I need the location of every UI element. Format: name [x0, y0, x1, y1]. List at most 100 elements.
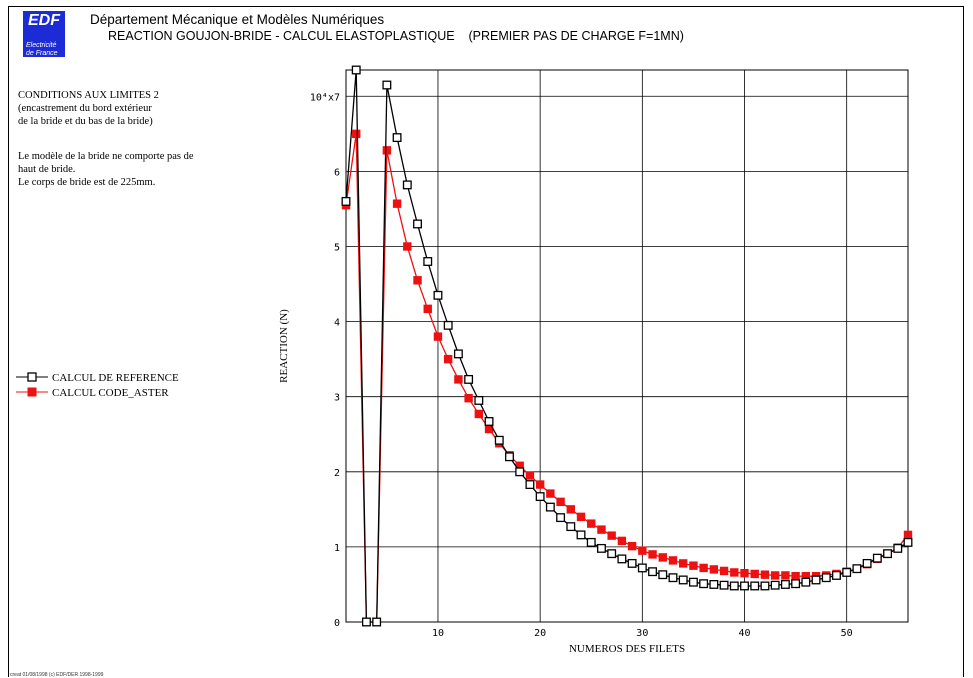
data-point-marker	[341, 196, 351, 206]
x-tick-label: 50	[841, 628, 853, 639]
x-tick-label: 10	[432, 628, 444, 639]
logo-subtext-line-2: de France	[26, 50, 58, 57]
data-point-marker	[893, 543, 903, 553]
y-tick-label: 5	[334, 242, 340, 253]
data-point-marker	[443, 320, 453, 330]
data-point-marker	[403, 242, 412, 251]
data-point-marker	[821, 573, 831, 583]
data-point-marker	[545, 502, 555, 512]
data-point-marker	[402, 180, 412, 190]
data-point-marker	[801, 577, 811, 587]
x-tick-label: 40	[738, 628, 750, 639]
data-point-marker	[719, 580, 729, 590]
data-point-marker	[535, 492, 545, 502]
data-point-marker	[351, 65, 361, 75]
logo-text: EDF	[28, 12, 60, 29]
data-point-marker	[433, 290, 443, 300]
legend-swatch-reference	[16, 372, 48, 382]
grid-lines	[346, 70, 908, 622]
chart-title: REACTION GOUJON-BRIDE - CALCUL ELASTOPLA…	[108, 29, 684, 43]
data-point-marker	[413, 219, 422, 229]
data-point-marker	[750, 581, 760, 591]
data-point-marker	[525, 471, 535, 480]
data-point-marker	[638, 546, 647, 555]
data-point-marker	[474, 395, 484, 405]
data-point-marker	[576, 512, 586, 522]
data-point-marker	[546, 489, 555, 498]
data-point-marker	[740, 581, 749, 591]
data-point-marker	[515, 467, 525, 477]
data-point-marker	[627, 558, 637, 568]
data-point-marker	[494, 435, 504, 445]
data-point-marker	[740, 568, 749, 578]
data-point-marker	[607, 549, 617, 559]
y-tick-label: 4	[334, 318, 340, 329]
y-tick-label: 6	[334, 167, 340, 178]
logo-subtext-line-1: Electricité	[26, 42, 57, 49]
y-axis-label: REACTION (N)	[278, 309, 290, 383]
data-point-marker	[566, 522, 576, 532]
data-point-marker	[689, 561, 698, 570]
boundary-conditions-note: CONDITIONS AUX LIMITES 2 (encastrement d…	[18, 89, 159, 128]
data-point-marker	[903, 537, 913, 547]
data-point-marker	[719, 566, 729, 576]
data-point-marker	[770, 580, 780, 590]
data-point-marker	[688, 577, 698, 587]
y-tick-label: 10⁴x7	[310, 92, 340, 103]
y-tick-label: 1	[334, 543, 340, 554]
data-point-marker	[637, 563, 647, 573]
data-point-marker	[658, 553, 667, 562]
data-point-marker	[576, 530, 586, 540]
data-point-marker	[454, 375, 463, 384]
data-point-marker	[392, 199, 402, 208]
x-tick-label: 30	[636, 628, 648, 639]
data-point-marker	[679, 559, 688, 568]
data-point-marker	[566, 505, 575, 514]
copyright-footer: creat 01/08/1998 (c) EDF/DER 1998-1999	[10, 672, 104, 678]
data-point-marker	[617, 536, 627, 546]
series-line	[345, 133, 909, 623]
data-point-marker	[699, 579, 709, 589]
data-point-marker	[668, 573, 678, 583]
logo-subtext: Electricité de France	[26, 42, 58, 58]
data-point-marker	[668, 556, 678, 565]
data-point-marker	[443, 354, 453, 364]
data-point-marker	[556, 497, 565, 507]
data-point-marker	[423, 257, 433, 266]
data-point-marker	[505, 452, 514, 462]
data-point-marker	[464, 374, 474, 384]
data-point-marker	[781, 571, 790, 580]
data-point-marker	[903, 530, 913, 540]
legend-swatch-aster	[16, 387, 48, 397]
data-point-marker	[832, 570, 841, 580]
data-point-marker	[556, 513, 566, 523]
y-tick-label: 3	[334, 393, 340, 404]
data-point-marker	[361, 617, 371, 627]
y-tick-label: 2	[334, 468, 340, 479]
data-point-marker	[627, 541, 637, 551]
data-point-marker	[474, 409, 484, 419]
plot-page-frame	[8, 6, 964, 677]
data-point-marker	[852, 564, 862, 574]
data-point-marker	[842, 567, 852, 577]
data-point-marker	[730, 568, 739, 577]
data-point-marker	[811, 575, 821, 585]
data-point-marker	[760, 581, 770, 591]
model-note: Le modèle de la bride ne comporte pas de…	[18, 150, 194, 189]
series-line	[345, 69, 909, 623]
data-point-marker	[587, 519, 596, 528]
data-point-marker	[699, 563, 708, 573]
data-point-marker	[791, 579, 801, 589]
x-tick-label: 20	[534, 628, 546, 639]
data-point-marker	[709, 579, 719, 589]
data-point-marker	[464, 393, 473, 403]
legend-label-aster: CALCUL CODE_ASTER	[52, 387, 169, 399]
data-point-marker	[535, 480, 545, 489]
x-axis-label: NUMEROS DES FILETS	[569, 643, 685, 655]
plot-area-frame	[345, 69, 909, 623]
data-point-marker	[413, 276, 422, 285]
data-point-marker	[617, 554, 627, 564]
data-point-marker	[372, 617, 382, 627]
data-point-marker	[484, 417, 494, 426]
